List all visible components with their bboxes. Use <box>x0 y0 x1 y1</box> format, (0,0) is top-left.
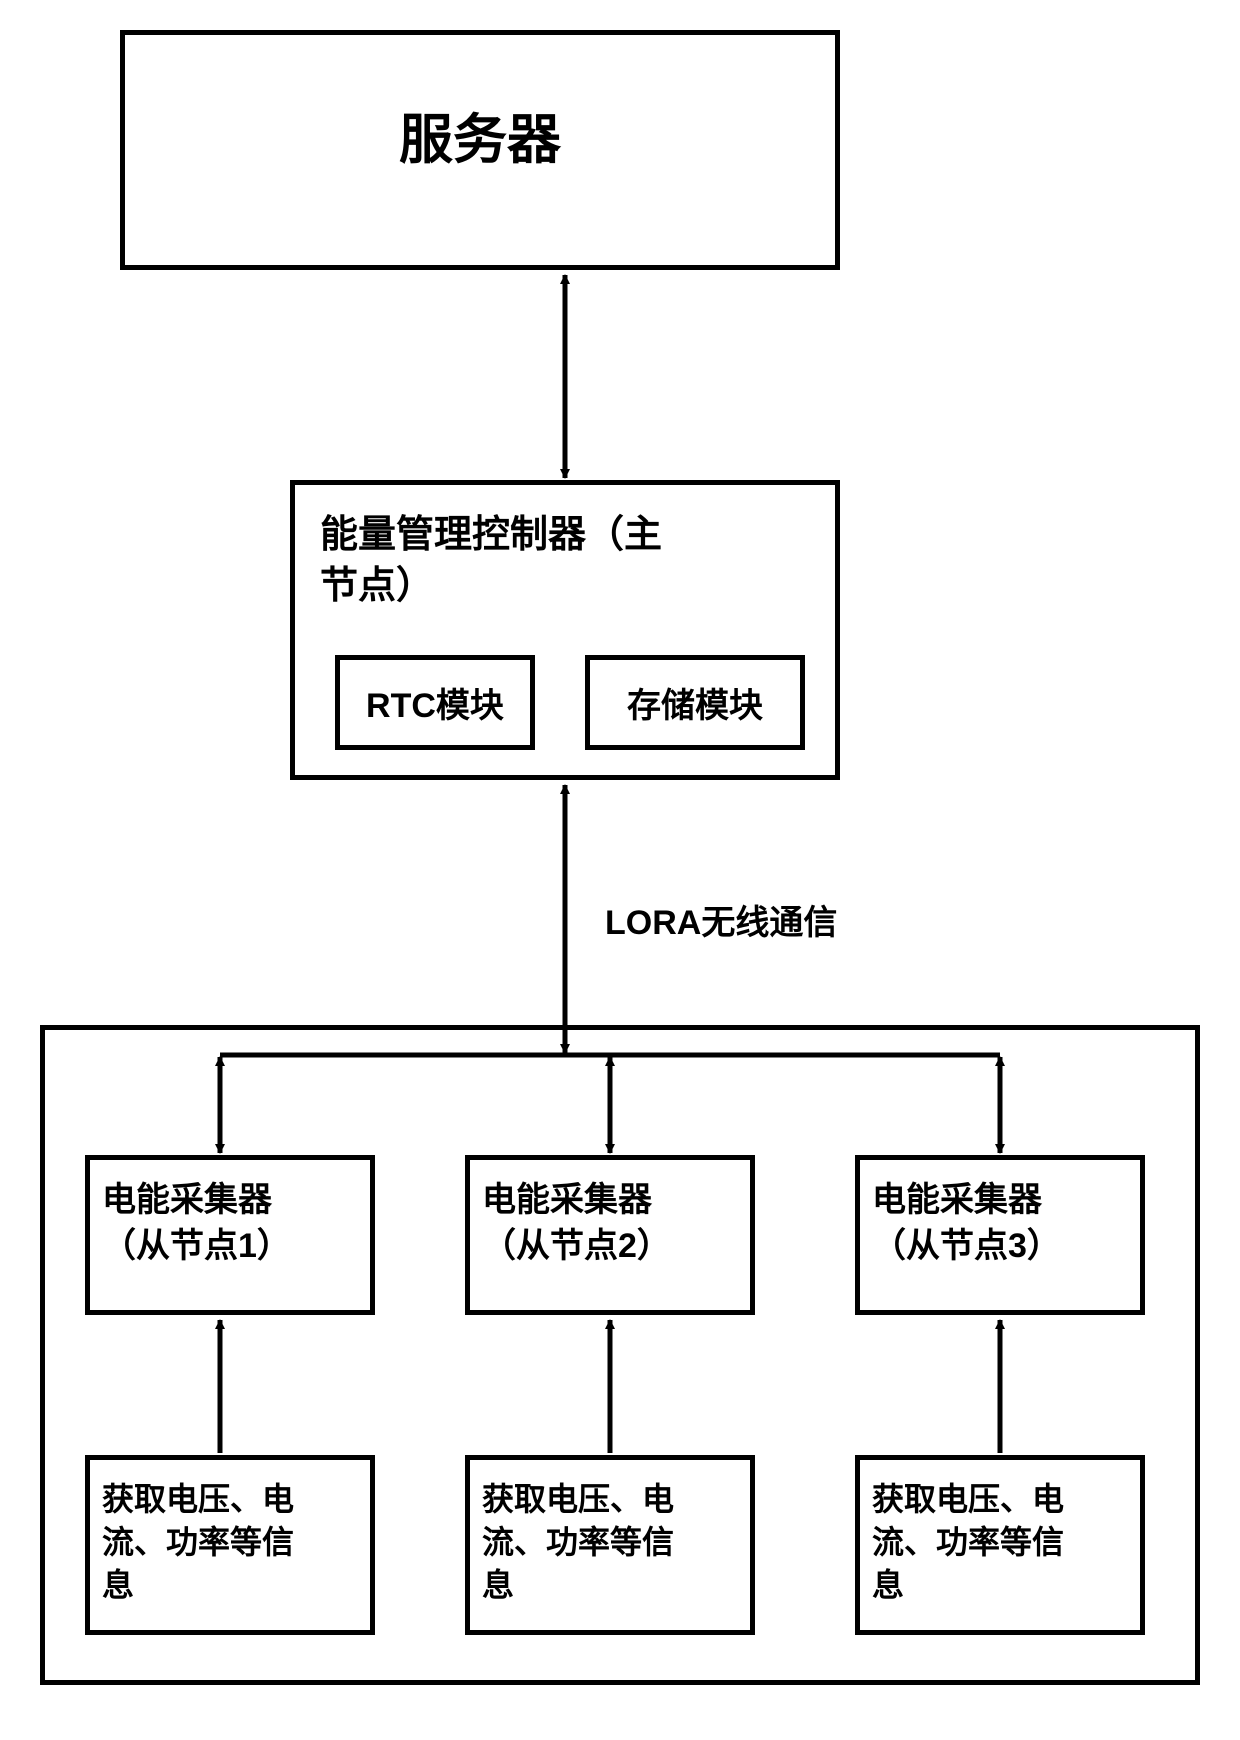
info3-l1: 获取电压、电 <box>872 1481 1064 1517</box>
controller-title: 能量管理控制器（主 节点） <box>320 510 662 613</box>
server-label: 服务器 <box>399 95 561 174</box>
lora-comm-label: LORA无线通信 <box>605 895 837 944</box>
info-box-1: 获取电压、电 流、功率等信 息 <box>85 1455 375 1635</box>
rtc-label: RTC模块 <box>366 678 504 727</box>
slave-node-3: 电能采集器 （从节点3） <box>855 1155 1145 1315</box>
storage-module-box: 存储模块 <box>585 655 805 750</box>
controller-title-l1: 能量管理控制器（主 <box>320 514 662 556</box>
info1-l1: 获取电压、电 <box>102 1481 294 1517</box>
slave-node-2: 电能采集器 （从节点2） <box>465 1155 755 1315</box>
info1-l3: 息 <box>102 1567 134 1603</box>
info3-l2: 流、功率等信 <box>872 1524 1064 1560</box>
controller-box: 能量管理控制器（主 节点） RTC模块 存储模块 <box>290 480 840 780</box>
slave-node-1: 电能采集器 （从节点1） <box>85 1155 375 1315</box>
slave1-l2: （从节点1） <box>102 1227 291 1265</box>
slave2-l1: 电能采集器 <box>482 1181 652 1219</box>
controller-title-l2: 节点） <box>320 565 434 607</box>
slave2-l2: （从节点2） <box>482 1227 671 1265</box>
rtc-module-box: RTC模块 <box>335 655 535 750</box>
info1-l2: 流、功率等信 <box>102 1524 294 1560</box>
info2-l1: 获取电压、电 <box>482 1481 674 1517</box>
info3-l3: 息 <box>872 1567 904 1603</box>
slave1-l1: 电能采集器 <box>102 1181 272 1219</box>
info2-l2: 流、功率等信 <box>482 1524 674 1560</box>
server-box: 服务器 <box>120 30 840 270</box>
info-box-2: 获取电压、电 流、功率等信 息 <box>465 1455 755 1635</box>
slave3-l1: 电能采集器 <box>872 1181 1042 1219</box>
info-box-3: 获取电压、电 流、功率等信 息 <box>855 1455 1145 1635</box>
info2-l3: 息 <box>482 1567 514 1603</box>
slave3-l2: （从节点3） <box>872 1227 1061 1265</box>
storage-label: 存储模块 <box>627 678 763 727</box>
